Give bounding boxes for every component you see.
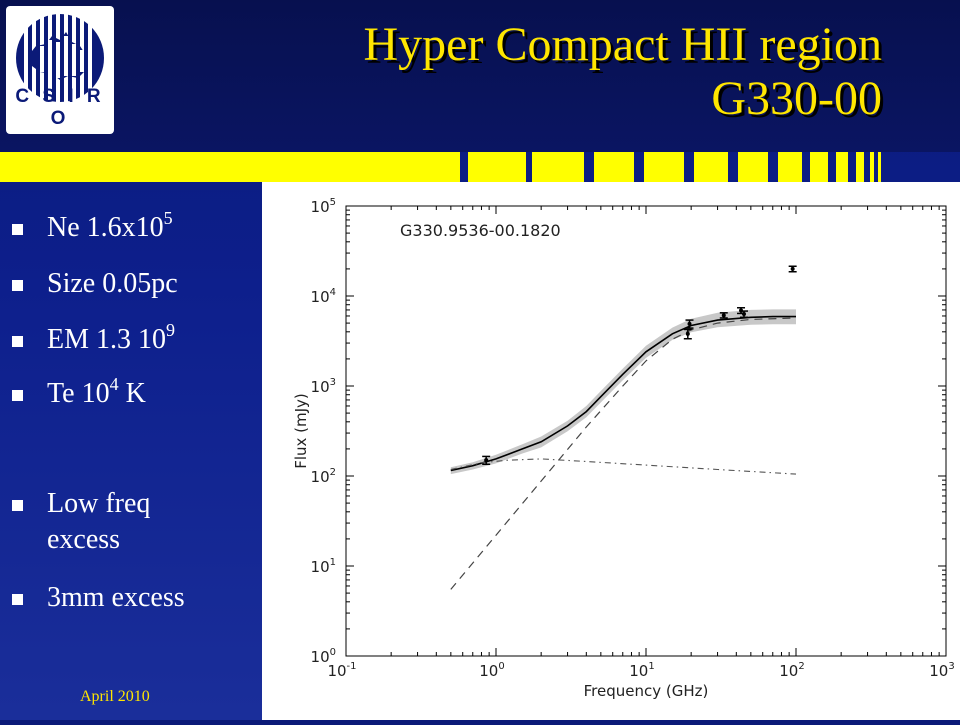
yellow-stripe [0, 152, 960, 182]
bullet-text: Low freq excess [47, 488, 151, 555]
data-point [741, 312, 746, 317]
stripe-segment [0, 152, 460, 182]
bullet-square-icon [12, 594, 23, 605]
data-point [685, 331, 690, 336]
series-line-dashed [450, 317, 797, 590]
bullet-text: Size 0.05pc [47, 268, 178, 299]
data-point [687, 321, 692, 326]
bullet-superscript: 5 [163, 208, 173, 228]
x-tick-label: 100 [479, 661, 504, 680]
y-axis-label: Flux (mJy) [292, 393, 310, 469]
chart-annotation: G330.9536-00.1820 [400, 221, 561, 240]
stripe-segment [468, 152, 526, 182]
stripe-segment [870, 152, 874, 182]
stripe-segment [644, 152, 684, 182]
bullet-square-icon [12, 390, 23, 401]
x-tick-label: 102 [779, 661, 804, 680]
bullet-square-icon [12, 336, 23, 347]
stripe-segment [836, 152, 848, 182]
stripe-segment [738, 152, 768, 182]
y-tick-label: 102 [311, 467, 336, 486]
stripe-segment [778, 152, 802, 182]
plot-panel: 10-1 100 101 102 103 100 101 102 103 104 105 G330.… [262, 182, 960, 720]
stripe-segment [878, 152, 881, 182]
x-axis-label: Frequency (GHz) [584, 682, 709, 700]
y-tick-label: 104 [311, 287, 336, 306]
footer-date: April 2010 [80, 688, 150, 705]
series-line-solid [450, 315, 796, 472]
y-tick-label: 103 [311, 377, 336, 396]
data-point [721, 313, 726, 318]
data-point [484, 458, 489, 463]
plot-frame [345, 205, 947, 657]
bullet-text: EM 1.3 10 [47, 324, 166, 355]
x-tick-label: 10-1 [327, 661, 356, 680]
bullet-tail: K [118, 378, 146, 409]
bullet-square-icon [12, 224, 23, 235]
y-tick-label: 100 [311, 647, 336, 666]
bullet-text: Ne 1.6x10 [47, 212, 164, 243]
title-line-2: G330-00 [711, 72, 882, 125]
bullet-superscript: 9 [166, 320, 175, 340]
stripe-segment [594, 152, 634, 182]
bullet-text: 3mm excess [47, 582, 185, 613]
x-tick-label: 101 [629, 661, 654, 680]
page-title: Hyper Compact HII region G330-00 [363, 18, 882, 126]
csiro-logo: C S I R O [6, 6, 114, 134]
bullet-square-icon [12, 280, 23, 291]
y-tick-label: 101 [311, 557, 336, 576]
bullet-superscript: 4 [109, 374, 119, 394]
australia-map-icon [16, 14, 104, 102]
stripe-segment [532, 152, 584, 182]
data-point [790, 266, 795, 271]
stripe-segment [694, 152, 728, 182]
stripe-segment [856, 152, 864, 182]
title-line-1: Hyper Compact HII region [363, 18, 882, 71]
y-tick-label: 105 [311, 197, 336, 216]
logo-caption: C S I R O [15, 86, 105, 129]
x-tick-label: 103 [929, 661, 954, 680]
stripe-segment [810, 152, 828, 182]
header: C S I R O Hyper Compact HII region G330-… [0, 0, 960, 152]
bullet-text: Te 10 [47, 378, 110, 409]
bullet-square-icon [12, 500, 23, 511]
